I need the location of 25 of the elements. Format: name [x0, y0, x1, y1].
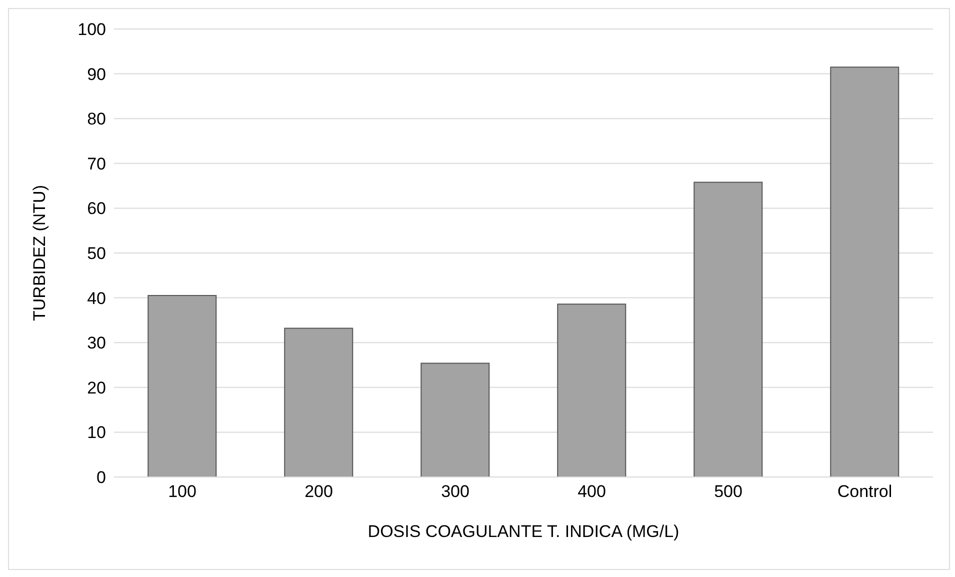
y-tick-label: 0	[96, 468, 106, 488]
bar	[694, 182, 763, 477]
y-axis-title: TURBIDEZ (NTU)	[30, 185, 50, 321]
x-tick-label: Control	[837, 482, 892, 502]
y-tick-label: 40	[87, 288, 106, 308]
y-tick-label: 60	[87, 199, 106, 218]
x-tick-label: 100	[168, 482, 196, 502]
x-tick-label: 200	[304, 482, 333, 502]
x-axis-title: DOSIS COAGULANTE T. INDICA (MG/L)	[368, 522, 680, 541]
y-tick-label: 90	[87, 64, 106, 84]
bar	[557, 304, 626, 477]
bar	[284, 328, 354, 477]
y-tick-label: 100	[78, 20, 106, 40]
y-tick-label: 50	[87, 244, 106, 264]
x-tick-label: 500	[714, 482, 742, 502]
y-tick-label: 80	[87, 110, 106, 129]
bar	[420, 362, 490, 477]
x-tick-label: 400	[578, 482, 606, 502]
bar	[830, 66, 900, 477]
y-tick-label: 30	[87, 334, 106, 353]
y-tick-label: 70	[87, 154, 106, 174]
x-tick-label: 300	[441, 482, 470, 502]
y-tick-label: 10	[87, 423, 106, 442]
bar	[148, 295, 217, 477]
y-tick-label: 20	[87, 378, 106, 398]
